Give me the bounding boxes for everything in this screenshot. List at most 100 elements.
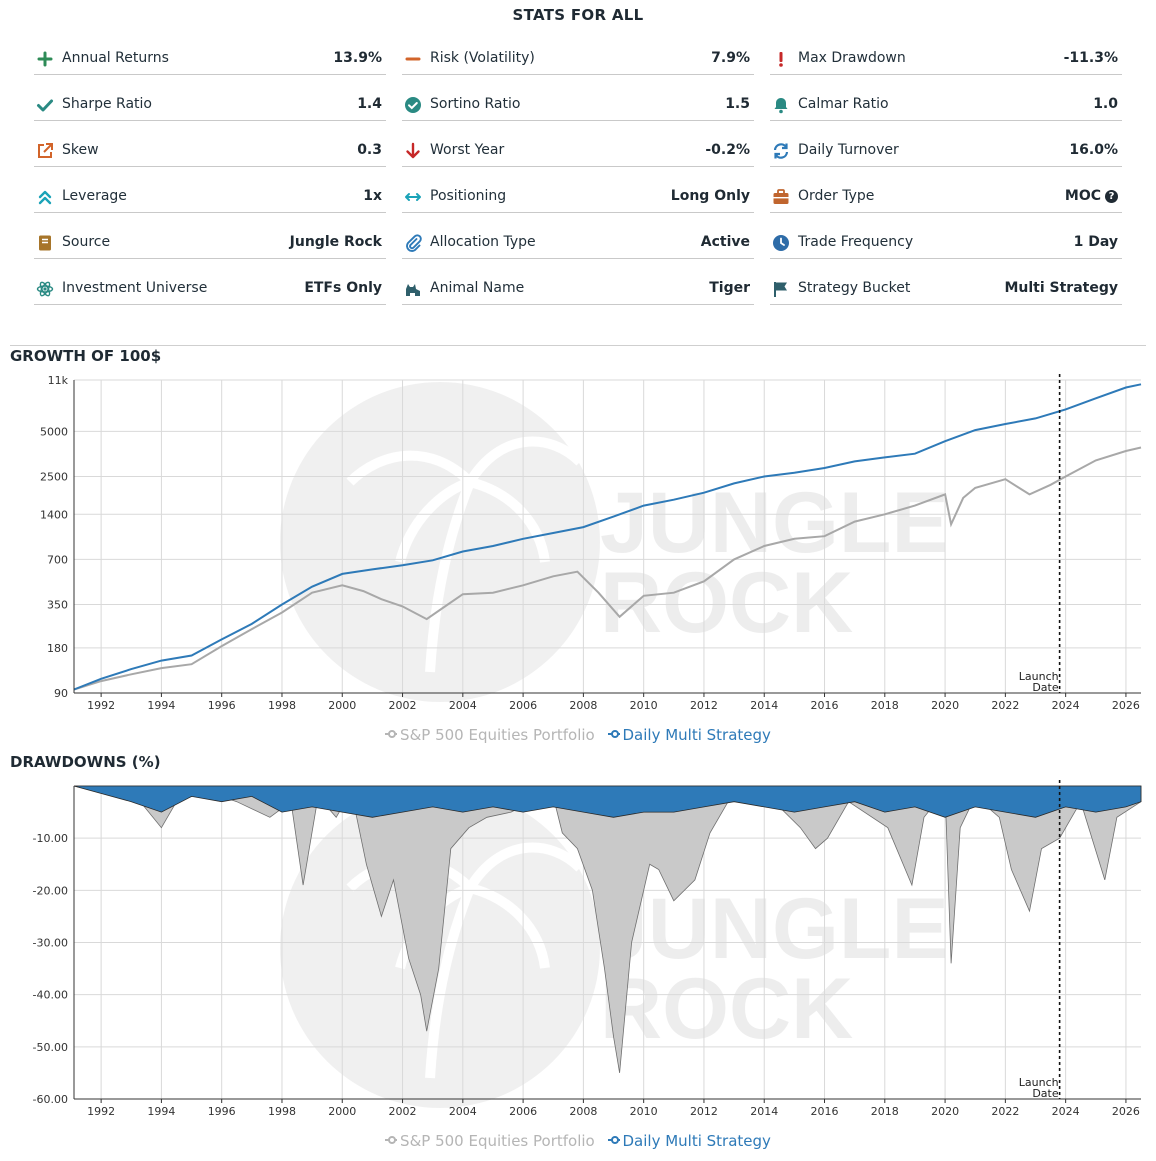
stat-value: 0.3 xyxy=(357,142,382,158)
y-tick-label: 1400 xyxy=(40,508,68,521)
stat-max-drawdown: Max Drawdown -11.3% xyxy=(770,40,1122,75)
legend-item-multi[interactable]: Daily Multi Strategy xyxy=(607,1132,771,1150)
legend-marker-multi xyxy=(607,729,620,739)
y-tick-label: 2500 xyxy=(40,470,68,483)
palm-tree-icon xyxy=(346,436,584,673)
stat-label: Order Type xyxy=(798,188,875,204)
x-tick-label: 2026 xyxy=(1112,699,1140,712)
stat-value-text: 16.0% xyxy=(1069,142,1118,158)
y-tick-label: 700 xyxy=(47,553,68,566)
drawdown-legend: S&P 500 Equities Portfolio Daily Multi S… xyxy=(0,1132,1156,1150)
stat-label: Worst Year xyxy=(430,142,505,158)
series-line-sp500[interactable] xyxy=(73,446,1142,691)
stat-label: Skew xyxy=(62,142,99,158)
stat-value-text: -11.3% xyxy=(1063,50,1118,66)
legend-marker-multi xyxy=(607,1135,620,1145)
stat-value: Multi Strategy xyxy=(1004,280,1118,296)
stat-allocation-type: Allocation Type Active xyxy=(402,224,754,259)
x-tick-label: 2004 xyxy=(449,699,477,712)
stat-label: Daily Turnover xyxy=(798,142,899,158)
x-tick-label: 2018 xyxy=(871,1105,899,1118)
x-tick-label: 2026 xyxy=(1112,1105,1140,1118)
stat-label: Annual Returns xyxy=(62,50,169,66)
stat-label: Trade Frequency xyxy=(798,234,914,250)
x-tick-label: 2014 xyxy=(750,1105,778,1118)
stat-label: Max Drawdown xyxy=(798,50,906,66)
series-area-multi[interactable] xyxy=(73,785,1142,818)
stat-value-text: 1.0 xyxy=(1093,96,1118,112)
stat-value: Long Only xyxy=(671,188,750,204)
x-tick-label: 2010 xyxy=(630,1105,658,1118)
x-tick-label: 2010 xyxy=(630,699,658,712)
x-tick-label: 2022 xyxy=(991,699,1019,712)
stat-value-text: Multi Strategy xyxy=(1004,280,1118,296)
stat-label: Sharpe Ratio xyxy=(62,96,152,112)
stat-value: Active xyxy=(701,234,750,250)
stat-label: Allocation Type xyxy=(430,234,536,250)
stat-value: 1.0 xyxy=(1093,96,1118,112)
x-tick-label: 2016 xyxy=(811,1105,839,1118)
stat-label: Sortino Ratio xyxy=(430,96,521,112)
stat-sortino-ratio: Sortino Ratio 1.5 xyxy=(402,86,754,121)
stat-value: 7.9% xyxy=(711,50,750,66)
stats-title: STATS FOR ALL xyxy=(512,6,644,24)
stat-daily-turnover: Daily Turnover 16.0% xyxy=(770,132,1122,167)
stat-label: Investment Universe xyxy=(62,280,208,296)
stat-value-text: Tiger xyxy=(709,280,750,296)
x-tick-label: 2008 xyxy=(569,1105,597,1118)
y-tick-label: 5000 xyxy=(40,425,68,438)
legend-item-sp500[interactable]: S&P 500 Equities Portfolio xyxy=(385,726,595,744)
stat-value-text: 1 Day xyxy=(1073,234,1118,250)
x-tick-label: 2012 xyxy=(690,699,718,712)
stat-calmar-ratio: Calmar Ratio 1.0 xyxy=(770,86,1122,121)
stat-value: ETFs Only xyxy=(304,280,382,296)
legend-item-sp500[interactable]: S&P 500 Equities Portfolio xyxy=(385,1132,595,1150)
plus-icon xyxy=(37,51,53,67)
x-tick-label: 1994 xyxy=(147,1105,175,1118)
x-tick-label: 1996 xyxy=(208,699,236,712)
y-tick-label: 180 xyxy=(47,642,68,655)
stat-animal-name: Animal Name Tiger xyxy=(402,270,754,305)
stat-value-text: 1.4 xyxy=(357,96,382,112)
launch-date-label-line2: Date xyxy=(1032,1087,1059,1100)
y-tick-label: -30.00 xyxy=(33,937,68,950)
stat-source: Source Jungle Rock xyxy=(34,224,386,259)
stat-value-text: Long Only xyxy=(670,188,750,204)
stat-value: 1.4 xyxy=(357,96,382,112)
x-tick-label: 2022 xyxy=(991,1105,1019,1118)
stat-value-text: 7.9% xyxy=(711,50,750,66)
stat-trade-frequency: Trade Frequency 1 Day xyxy=(770,224,1122,259)
stat-value: 16.0% xyxy=(1069,142,1118,158)
check-circle-icon xyxy=(405,97,421,113)
series-line-multi[interactable] xyxy=(73,383,1142,691)
legend-marker-sp500 xyxy=(385,1135,398,1145)
briefcase-icon xyxy=(773,189,789,204)
stat-label: Animal Name xyxy=(430,280,525,296)
x-tick-label: 2020 xyxy=(931,1105,959,1118)
question-circle-icon[interactable]: ? xyxy=(1105,190,1118,203)
stat-label: Risk (Volatility) xyxy=(430,50,535,66)
drawdown-chart-title: DRAWDOWNS (%) xyxy=(10,753,161,771)
legend-item-multi[interactable]: Daily Multi Strategy xyxy=(607,726,771,744)
y-tick-label: -60.00 xyxy=(33,1093,68,1106)
double-chevron-up-icon xyxy=(38,190,52,205)
y-tick-label: -40.00 xyxy=(33,989,68,1002)
stat-value-text: 1x xyxy=(363,188,382,204)
x-tick-label: 2018 xyxy=(871,699,899,712)
watermark-text-line2: ROCK xyxy=(600,961,853,1057)
stat-leverage: Leverage 1x xyxy=(34,178,386,213)
stat-value-text: 13.9% xyxy=(333,50,382,66)
check-icon xyxy=(37,99,53,112)
launch-date-label-line2: Date xyxy=(1032,681,1059,694)
y-tick-label: 90 xyxy=(54,687,68,700)
watermark-text-line2: ROCK xyxy=(600,555,853,651)
x-tick-label: 2006 xyxy=(509,699,537,712)
stat-value-text: Jungle Rock xyxy=(289,234,382,250)
x-tick-label: 2024 xyxy=(1052,1105,1080,1118)
stat-label: Source xyxy=(62,234,111,250)
watermark-text-line1: JUNGLE xyxy=(600,475,949,571)
paperclip-icon xyxy=(406,234,422,252)
